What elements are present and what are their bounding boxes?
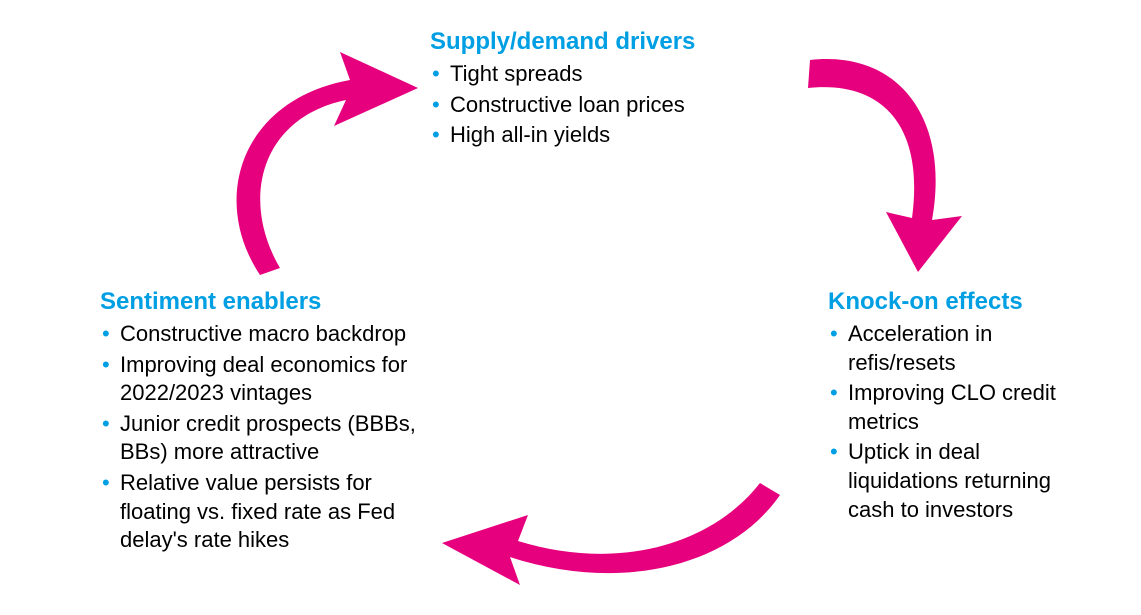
- list-item: Improving deal economics for 2022/2023 v…: [100, 351, 440, 408]
- node-knock-on: Knock-on effects Acceleration in refis/r…: [828, 288, 1088, 526]
- list-item: Junior credit prospects (BBBs, BBs) more…: [100, 410, 440, 467]
- flow-arrow-top-to-right: [790, 30, 990, 280]
- node-supply-demand-title: Supply/demand drivers: [430, 28, 770, 56]
- node-sentiment-bullets: Constructive macro backdrop Improving de…: [100, 320, 440, 555]
- node-sentiment: Sentiment enablers Constructive macro ba…: [100, 288, 440, 557]
- list-item: Constructive loan prices: [430, 91, 770, 120]
- list-item: Uptick in deal liquidations returning ca…: [828, 438, 1088, 524]
- list-item: High all-in yields: [430, 121, 770, 150]
- list-item: Tight spreads: [430, 60, 770, 89]
- flow-arrow-right-to-left: [430, 475, 790, 605]
- node-knock-on-title: Knock-on effects: [828, 288, 1088, 316]
- node-knock-on-bullets: Acceleration in refis/resets Improving C…: [828, 320, 1088, 524]
- list-item: Improving CLO credit metrics: [828, 379, 1088, 436]
- list-item: Relative value persists for floating vs.…: [100, 469, 440, 555]
- node-supply-demand: Supply/demand drivers Tight spreads Cons…: [430, 28, 770, 152]
- list-item: Acceleration in refis/resets: [828, 320, 1088, 377]
- node-sentiment-title: Sentiment enablers: [100, 288, 440, 316]
- node-supply-demand-bullets: Tight spreads Constructive loan prices H…: [430, 60, 770, 150]
- list-item: Constructive macro backdrop: [100, 320, 440, 349]
- flow-arrow-left-to-top: [200, 40, 430, 280]
